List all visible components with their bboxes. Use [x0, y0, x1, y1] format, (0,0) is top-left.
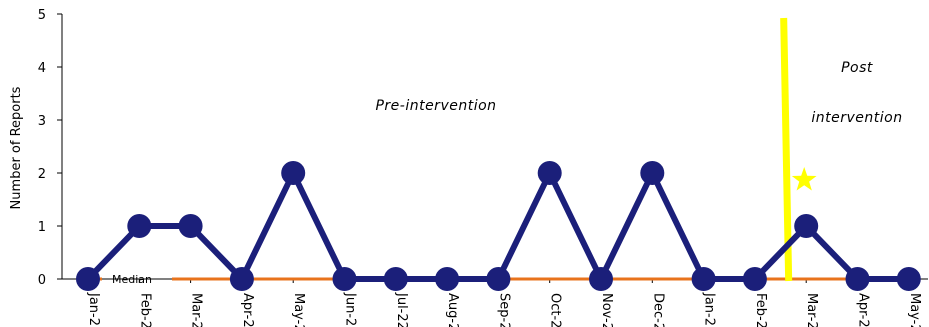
data-point — [332, 267, 357, 291]
intervention-line — [780, 17, 793, 282]
x-tick-label: Dec-22 — [650, 293, 665, 327]
data-point — [383, 267, 408, 291]
data-point — [281, 161, 306, 185]
x-tick-label: Jun-22 — [343, 292, 358, 327]
series-layer — [76, 161, 921, 291]
data-point — [896, 267, 921, 291]
data-point — [794, 214, 819, 238]
x-tick-label: Mar-23 — [804, 293, 819, 327]
x-tick-label: Sep-22 — [496, 293, 511, 327]
x-tick-label: Mar-22 — [189, 293, 204, 327]
x-tick-label: Nov-22 — [599, 293, 614, 327]
data-point — [127, 214, 152, 238]
y-tick-label: 3 — [38, 114, 46, 129]
x-tick-label: May-22 — [291, 293, 306, 327]
median-layer: Median — [86, 17, 909, 286]
data-point — [640, 161, 665, 185]
x-tick-label: Aug-22 — [445, 293, 460, 327]
median-label: Median — [112, 273, 152, 286]
post-intervention-label-line2: intervention — [811, 110, 902, 126]
star-icon — [791, 167, 817, 191]
y-tick-label: 5 — [38, 8, 46, 23]
y-tick-label: 4 — [38, 61, 46, 76]
data-point — [845, 267, 870, 291]
x-tick-label: Jul-22 — [394, 292, 409, 327]
x-tick-label: Apr-23 — [856, 293, 871, 327]
x-tick-label: Feb-23 — [753, 293, 768, 327]
axes: 0 1 2 3 4 5 — [38, 8, 928, 288]
data-point — [435, 267, 460, 291]
x-tick-label: Jan-22 — [86, 292, 101, 327]
y-axis-label: Number of Reports — [9, 86, 24, 209]
labels-layer: Jan-22 Feb-22 Mar-22 Apr-22 May-22 Jun-22 Jul-… — [86, 292, 922, 327]
x-tick-label: Apr-22 — [240, 293, 255, 327]
y-tick-label: 2 — [38, 167, 46, 182]
data-point — [229, 267, 254, 291]
x-tick-label: Feb-22 — [137, 293, 152, 327]
data-point — [486, 267, 511, 291]
x-tick-label: Jan-23 — [702, 292, 717, 327]
post-intervention-label-line1: Post — [841, 60, 873, 76]
y-tick-label: 1 — [38, 220, 46, 235]
data-point — [76, 267, 100, 291]
data-point — [691, 267, 716, 291]
x-tick-label: Oct-22 — [548, 293, 563, 327]
data-point — [178, 214, 203, 238]
data-point — [589, 267, 613, 291]
data-point — [537, 161, 562, 185]
pre-intervention-label: Pre-intervention — [375, 98, 496, 114]
x-tick-label: May-23 — [907, 293, 922, 327]
data-point — [742, 267, 767, 291]
y-tick-label: 0 — [38, 273, 46, 288]
